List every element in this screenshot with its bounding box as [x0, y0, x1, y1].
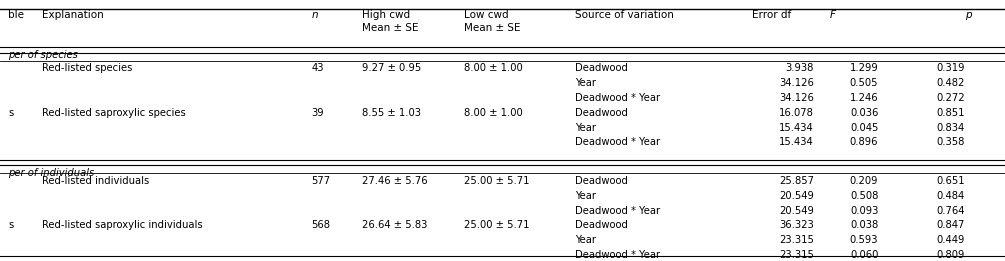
Text: 0.045: 0.045 [850, 123, 878, 133]
Text: High cwd
Mean ± SE: High cwd Mean ± SE [362, 10, 418, 33]
Text: 8.55 ± 1.03: 8.55 ± 1.03 [362, 108, 421, 117]
Text: 0.809: 0.809 [937, 250, 965, 260]
Text: Low cwd
Mean ± SE: Low cwd Mean ± SE [464, 10, 521, 33]
Text: Deadwood: Deadwood [575, 220, 628, 230]
Text: Red-listed individuals: Red-listed individuals [42, 176, 150, 186]
Text: 0.593: 0.593 [850, 235, 878, 245]
Text: 8.00 ± 1.00: 8.00 ± 1.00 [464, 108, 523, 117]
Text: 0.508: 0.508 [850, 191, 878, 201]
Text: 568: 568 [312, 220, 331, 230]
Text: Error df: Error df [752, 10, 791, 20]
Text: per of species: per of species [8, 50, 78, 60]
Text: 0.896: 0.896 [850, 137, 878, 147]
Text: Year: Year [575, 191, 596, 201]
Text: 3.938: 3.938 [786, 63, 814, 73]
Text: 0.505: 0.505 [850, 78, 878, 88]
Text: 36.323: 36.323 [779, 220, 814, 230]
Text: 20.549: 20.549 [779, 206, 814, 216]
Text: 0.209: 0.209 [850, 176, 878, 186]
Text: 25.857: 25.857 [779, 176, 814, 186]
Text: Explanation: Explanation [42, 10, 104, 20]
Text: per of individuals: per of individuals [8, 168, 94, 177]
Text: 1.246: 1.246 [850, 93, 878, 103]
Text: 43: 43 [312, 63, 324, 73]
Text: 0.319: 0.319 [937, 63, 965, 73]
Text: Source of variation: Source of variation [575, 10, 673, 20]
Text: 16.078: 16.078 [779, 108, 814, 117]
Text: 25.00 ± 5.71: 25.00 ± 5.71 [464, 176, 530, 186]
Text: Year: Year [575, 78, 596, 88]
Text: 9.27 ± 0.95: 9.27 ± 0.95 [362, 63, 421, 73]
Text: 27.46 ± 5.76: 27.46 ± 5.76 [362, 176, 427, 186]
Text: 23.315: 23.315 [779, 250, 814, 260]
Text: 0.482: 0.482 [937, 78, 965, 88]
Text: Red-listed species: Red-listed species [42, 63, 133, 73]
Text: Deadwood: Deadwood [575, 63, 628, 73]
Text: Deadwood: Deadwood [575, 176, 628, 186]
Text: 0.036: 0.036 [850, 108, 878, 117]
Text: 8.00 ± 1.00: 8.00 ± 1.00 [464, 63, 523, 73]
Text: 25.00 ± 5.71: 25.00 ± 5.71 [464, 220, 530, 230]
Text: F: F [830, 10, 836, 20]
Text: Year: Year [575, 235, 596, 245]
Text: 0.764: 0.764 [937, 206, 965, 216]
Text: 20.549: 20.549 [779, 191, 814, 201]
Text: 0.358: 0.358 [937, 137, 965, 147]
Text: 15.434: 15.434 [779, 123, 814, 133]
Text: 15.434: 15.434 [779, 137, 814, 147]
Text: 26.64 ± 5.83: 26.64 ± 5.83 [362, 220, 427, 230]
Text: Red-listed saproxylic individuals: Red-listed saproxylic individuals [42, 220, 203, 230]
Text: p: p [965, 10, 972, 20]
Text: s: s [8, 220, 13, 230]
Text: 0.651: 0.651 [937, 176, 965, 186]
Text: 34.126: 34.126 [779, 93, 814, 103]
Text: Deadwood: Deadwood [575, 108, 628, 117]
Text: 0.038: 0.038 [850, 220, 878, 230]
Text: Deadwood * Year: Deadwood * Year [575, 93, 660, 103]
Text: Year: Year [575, 123, 596, 133]
Text: 0.060: 0.060 [850, 250, 878, 260]
Text: 577: 577 [312, 176, 331, 186]
Text: ble: ble [8, 10, 24, 20]
Text: 0.272: 0.272 [937, 93, 965, 103]
Text: Red-listed saproxylic species: Red-listed saproxylic species [42, 108, 186, 117]
Text: s: s [8, 108, 13, 117]
Text: Deadwood * Year: Deadwood * Year [575, 250, 660, 260]
Text: n: n [312, 10, 319, 20]
Text: 0.449: 0.449 [937, 235, 965, 245]
Text: 0.093: 0.093 [850, 206, 878, 216]
Text: 1.299: 1.299 [849, 63, 878, 73]
Text: 0.851: 0.851 [937, 108, 965, 117]
Text: 0.847: 0.847 [937, 220, 965, 230]
Text: Deadwood * Year: Deadwood * Year [575, 137, 660, 147]
Text: 34.126: 34.126 [779, 78, 814, 88]
Text: 0.834: 0.834 [937, 123, 965, 133]
Text: 39: 39 [312, 108, 325, 117]
Text: Deadwood * Year: Deadwood * Year [575, 206, 660, 216]
Text: 23.315: 23.315 [779, 235, 814, 245]
Text: 0.484: 0.484 [937, 191, 965, 201]
